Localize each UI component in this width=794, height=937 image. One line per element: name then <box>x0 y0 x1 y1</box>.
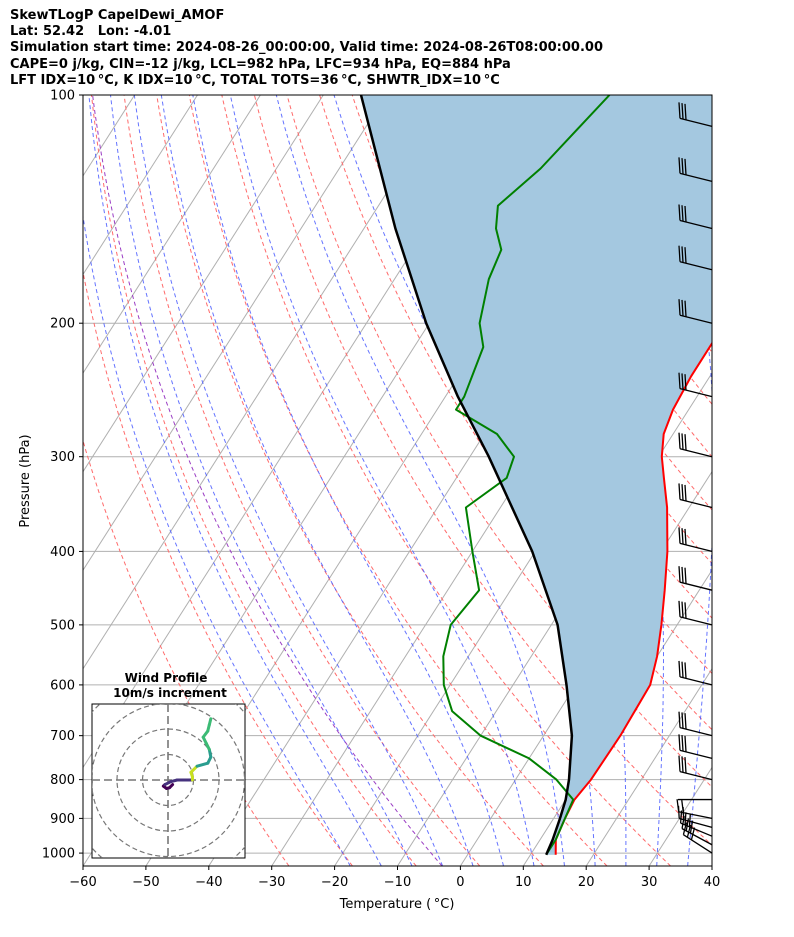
dry-adiabat-line <box>123 95 481 866</box>
title-line-4: CAPE=0 j/kg, CIN=-12 j/kg, LCL=982 hPa, … <box>10 56 511 72</box>
wind-barb <box>678 204 713 230</box>
dry-adiabat-line <box>221 95 671 866</box>
isotherm-line <box>0 95 9 866</box>
y-tick-label: 600 <box>50 678 75 693</box>
y-axis-label: Pressure (hPa) <box>18 434 33 527</box>
series-temperature <box>554 341 712 855</box>
moist-adiabat-line <box>83 213 351 866</box>
x-tick-label: 0 <box>456 875 464 890</box>
x-tick-label: 40 <box>704 875 721 890</box>
wind-barb <box>678 245 713 271</box>
x-tick-label: 10 <box>515 875 532 890</box>
moist-adiabat-line <box>133 95 444 866</box>
hodograph-inset: Wind Profile 10m/s increment <box>91 671 246 859</box>
dry-adiabat-line <box>91 95 417 866</box>
title-line-2: Lat: 52.42 Lon: -4.01 <box>10 24 172 40</box>
x-tick-label: −40 <box>195 875 222 890</box>
moist-adiabat-line <box>110 95 413 866</box>
x-axis-label: Temperature ( °C) <box>339 897 455 912</box>
moist-adiabat-line <box>192 95 504 866</box>
wind-barb <box>678 527 713 553</box>
wind-barb <box>678 102 713 128</box>
wind-barb <box>678 372 713 398</box>
wind-barb <box>678 566 713 591</box>
hodograph-segment <box>195 761 210 768</box>
x-tick-label: 30 <box>641 875 658 890</box>
x-tick-label: −60 <box>69 875 96 890</box>
wind-barb <box>678 600 713 626</box>
y-tick-label: 700 <box>50 729 75 744</box>
title-line-1: SkewTLogP CapelDewi_AMOF <box>10 8 225 23</box>
dry-adiabat-line <box>188 95 608 866</box>
wind-barb <box>678 299 713 324</box>
reference-curve <box>92 95 443 866</box>
title-line-3: Simulation start time: 2024-08-26_00:00:… <box>10 40 603 56</box>
mixing-ratio-line <box>639 685 697 866</box>
isotherm-line <box>711 865 712 866</box>
dry-adiabat-line <box>351 95 712 675</box>
y-tick-label: 300 <box>50 450 75 465</box>
isotherm-line <box>83 95 261 374</box>
dry-adiabat-line <box>743 95 794 866</box>
wind-barb <box>678 157 713 183</box>
isotherm-line <box>83 95 198 276</box>
y-tick-label: 100 <box>50 89 75 104</box>
y-tick-label: 1000 <box>42 847 75 862</box>
dry-adiabat-line <box>710 95 712 99</box>
dry-adiabat-line <box>156 95 544 866</box>
wind-barb <box>676 799 713 820</box>
x-tick-label: −30 <box>258 875 285 890</box>
wind-barb <box>678 483 713 509</box>
x-tick-label: 20 <box>578 875 595 890</box>
moist-adiabat-line <box>160 95 474 866</box>
wind-barb <box>678 660 713 686</box>
moist-adiabat-line <box>719 95 782 866</box>
chart-title: SkewTLogP CapelDewi_AMOF Lat: 52.42 Lon:… <box>10 8 603 89</box>
dry-adiabat-line <box>776 95 794 866</box>
wind-barbs <box>676 102 713 854</box>
y-tick-label: 800 <box>50 773 75 788</box>
moist-adiabat-line <box>229 95 535 866</box>
dry-adiabat-line <box>83 269 353 866</box>
isotherm-line <box>0 95 72 866</box>
y-tick-label: 900 <box>50 812 75 827</box>
hodograph-segment <box>207 717 213 727</box>
dry-adiabat-line <box>83 439 290 866</box>
isotherm-line <box>459 470 712 866</box>
x-tick-label: −50 <box>132 875 159 890</box>
x-tick-label: −20 <box>321 875 348 890</box>
dry-adiabat-line <box>253 95 712 847</box>
profile-lines <box>359 95 712 856</box>
hodograph-subtitle: 10m/s increment <box>113 686 227 700</box>
title-line-5: LFT IDX=10 °C, K IDX=10 °C, TOTAL TOTS=3… <box>10 72 500 88</box>
isotherm-line <box>585 667 712 866</box>
moist-adiabat-line <box>636 95 712 866</box>
isotherm-line <box>83 95 324 473</box>
series-dewpoint <box>442 95 611 856</box>
series-parcel <box>359 95 574 856</box>
y-tick-label: 500 <box>50 618 75 633</box>
hodograph-ring <box>92 704 245 858</box>
x-tick-label: −10 <box>384 875 411 890</box>
wind-barb <box>678 711 713 737</box>
y-tick-label: 400 <box>50 545 75 560</box>
cape-area <box>361 95 712 855</box>
wind-barb <box>678 755 713 781</box>
cape-shading <box>361 95 712 855</box>
isotherm-line <box>83 95 450 670</box>
wind-barb <box>678 734 713 760</box>
wind-barb <box>678 432 713 458</box>
y-tick-label: 200 <box>50 317 75 332</box>
hodograph-title: Wind Profile <box>125 671 208 685</box>
mixing-ratio-line <box>410 685 482 866</box>
axis-ticks: −60 −50 −40 −30 −20 −10 0 10 20 30 40 100 200 300 400 5… <box>42 89 720 891</box>
